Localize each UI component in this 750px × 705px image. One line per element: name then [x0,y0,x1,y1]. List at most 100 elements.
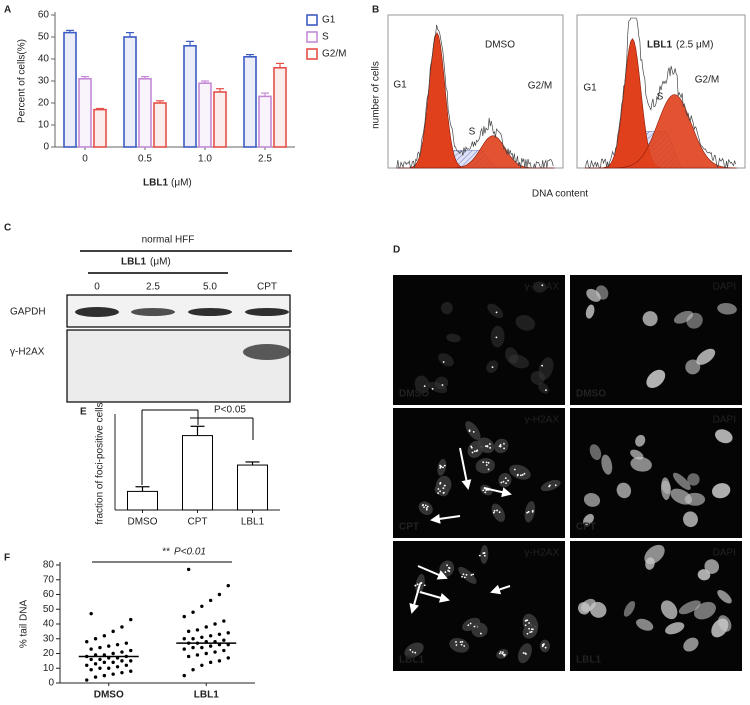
focus [472,430,475,433]
data-point [115,642,120,647]
bar [243,55,257,148]
data-point [217,659,222,663]
nucleus [438,353,454,367]
focus [425,508,428,511]
focus [442,487,445,490]
focus [460,643,463,646]
focus [526,619,529,622]
focus [482,489,485,492]
nucleus [490,325,505,348]
x-tick-label: 2.5 [258,154,272,165]
row-label: GAPDH [10,307,46,318]
focus [437,488,440,490]
focus [487,461,490,464]
y-tick-label: 60 [43,589,55,600]
bar [182,435,213,511]
legend-label: S [322,32,329,43]
data-point [102,660,107,665]
data-point [208,644,213,648]
focus [503,654,506,657]
y-tick-label: 30 [43,633,55,644]
nucleus [660,600,678,620]
lane-label: 5.0 [203,282,217,293]
nucleus [441,301,453,315]
nucleus [475,458,495,474]
nucleus [715,429,733,444]
nucleus [583,493,601,507]
blot-band [188,308,232,316]
data-point [200,635,204,639]
stain-label: γ-H2AX [525,415,560,426]
data-point [120,670,124,675]
data-point [129,648,133,653]
data-point [89,657,93,662]
data-point [124,641,129,645]
phase-label: G1 [393,80,407,91]
focus [448,566,450,569]
nucleus [683,637,699,652]
focus [499,445,502,448]
nucleus [630,456,652,472]
bar [93,108,107,148]
nucleus [718,615,732,632]
data-point [191,668,195,672]
focus [461,640,464,643]
data-point [107,666,111,670]
focus [422,503,425,506]
data-point [129,617,133,622]
annotation-stars: ** [162,547,170,558]
legend-label: G1 [322,15,336,26]
data-point [85,663,89,667]
data-point [222,648,226,653]
focus [500,481,503,484]
condition-label: LBL1 [399,655,424,666]
focus [544,646,547,649]
focus [416,583,419,586]
focus [531,628,534,631]
data-point [217,592,222,597]
micrograph [570,408,742,538]
y-axis-label: Percent of cells(%) [17,39,28,123]
focus [423,385,426,388]
focus [447,569,449,572]
nucleus [646,369,666,389]
g2m-area [585,94,737,169]
nucleus [446,333,461,343]
x-tick-label: DMSO [94,690,124,701]
focus [541,284,544,287]
nucleus [645,557,655,570]
focus [426,505,429,508]
data-point [182,637,186,641]
focus [503,442,505,445]
data-point [182,673,186,678]
data-point [195,628,200,632]
nucleus [687,473,700,486]
nucleus [601,454,613,475]
focus [525,653,527,655]
data-point [195,653,200,657]
data-point [111,672,115,676]
focus [492,511,495,514]
data-point [111,660,115,665]
focus [419,582,422,585]
nucleus [589,444,602,461]
focus [439,464,441,467]
data-point [93,675,98,679]
focus [465,573,468,576]
y-axis-label: number of cells [371,61,382,129]
focus [523,472,526,475]
histogram-subtitle: (2.5 μM) [676,40,713,51]
data-point [200,604,204,608]
focus [442,492,445,494]
focus [437,492,440,494]
data-point [120,659,124,663]
focus [439,490,442,493]
data-point [226,656,230,660]
focus [522,652,525,654]
focus [505,482,507,485]
data-point [129,659,133,663]
nucleus [437,458,447,476]
g2m-area [396,135,555,169]
y-tick-label: 10 [43,663,55,674]
bar [138,78,152,148]
